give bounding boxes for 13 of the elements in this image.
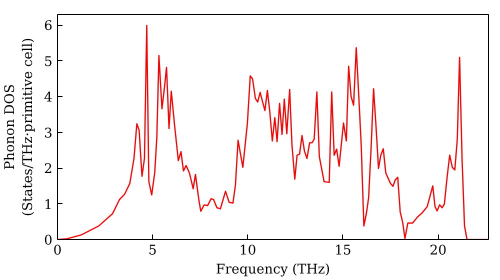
y-axis-title: Phonon DOS (States/THz·primitive cell)	[3, 38, 36, 216]
x-tick-label: 5	[148, 244, 157, 258]
y-tick-label: 2	[44, 162, 53, 178]
x-tick-label: 20	[430, 244, 447, 258]
x-tick-label: 10	[239, 244, 256, 258]
y-tick-label: 1	[44, 198, 53, 213]
x-tick-label: 15	[334, 244, 352, 258]
y-tick-label: 3	[44, 126, 53, 142]
y-tick-label: 4	[44, 90, 53, 106]
y-tick-label: 5	[44, 54, 53, 70]
y-tick-label: 0	[44, 234, 53, 248]
y-tick-label: 6	[44, 19, 53, 34]
x-axis-title: Frequency (THz)	[216, 262, 330, 278]
